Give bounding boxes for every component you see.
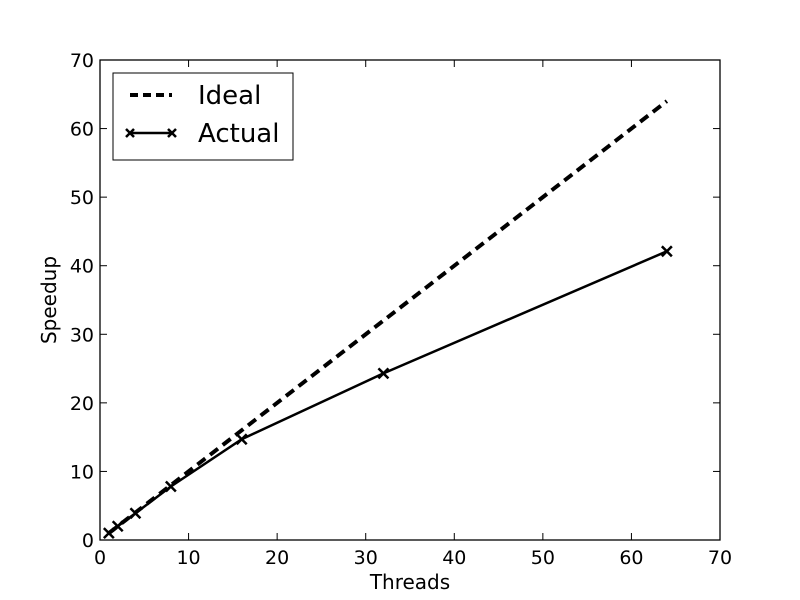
y-tick-label: 0 [82,530,94,552]
series-line-ideal [107,99,669,535]
data-point-actual [660,245,673,258]
x-tick-label: 70 [708,547,732,569]
x-tick-label: 60 [619,547,643,569]
data-point-actual [235,433,248,446]
y-tick-label: 30 [70,324,94,346]
x-tick-label: 30 [354,547,378,569]
legend-box [112,72,294,161]
y-axis-label: Speedup [37,256,61,344]
axis-ticks: 0 10 20 30 40 50 60 70 0 10 20 30 40 50 60 70 [70,50,732,569]
y-tick-label: 70 [70,50,94,72]
data-point-actual [377,367,390,380]
plot-area [102,99,673,540]
y-tick-label: 50 [70,187,94,209]
series-line-actual [108,250,668,535]
plot-frame [99,59,721,541]
y-tick-label: 60 [70,119,94,141]
data-point-actual [129,507,142,520]
y-tick-label: 40 [70,256,94,278]
data-point-actual [164,480,177,493]
legend-actual-marker-right [167,128,177,138]
x-tick-label: 20 [265,547,289,569]
legend-ideal-label: Ideal [198,81,261,111]
x-tick-label: 50 [531,547,555,569]
legend: Ideal Actual [112,72,294,161]
legend-actual-marker-left [125,128,135,138]
data-point-actual [102,527,115,540]
y-tick-label: 10 [70,461,94,483]
data-point-actual [111,520,124,533]
x-tick-label: 40 [442,547,466,569]
y-tick-label: 20 [70,393,94,415]
legend-actual-label: Actual [198,119,279,149]
x-tick-label: 10 [176,547,200,569]
x-tick-label: 0 [94,547,106,569]
x-axis-label: Threads [369,570,450,594]
